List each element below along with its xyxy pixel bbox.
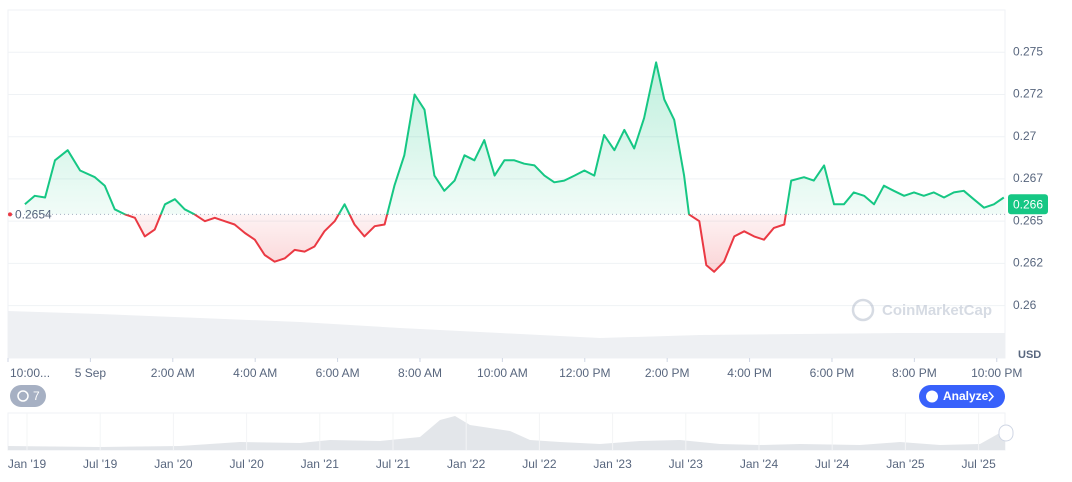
navigator-label: Jul '20 (229, 457, 264, 471)
watermark-text: CoinMarketCap (882, 302, 992, 319)
x-tick-label: 4:00 AM (233, 366, 277, 380)
navigator-label: Jul '24 (815, 457, 850, 471)
navigator-label: Jul '22 (522, 457, 557, 471)
y-unit: USD (1018, 349, 1041, 361)
navigator-label: Jul '25 (961, 457, 996, 471)
x-tick-label: 4:00 PM (727, 366, 772, 380)
navigator-handle[interactable] (998, 424, 1014, 442)
price-line (24, 61, 1005, 273)
navigator-label: Jul '19 (83, 457, 118, 471)
analyze-icon (926, 390, 938, 403)
y-tick-label: 0.27 (1013, 129, 1037, 143)
baseline-label: 0.2654 (15, 208, 52, 222)
navigator-label: Jul '21 (376, 457, 411, 471)
y-tick-label: 0.265 (1013, 213, 1043, 227)
x-tick-label: 8:00 PM (892, 366, 937, 380)
history-count: 7 (33, 389, 40, 403)
analyze-chevron (988, 391, 995, 402)
baseline-dot (8, 212, 12, 217)
x-tick-label: 12:00 PM (559, 366, 610, 380)
y-tick-label: 0.275 (1013, 44, 1043, 58)
navigator-area (8, 416, 1005, 450)
x-tick-label: 10:00 AM (477, 366, 528, 380)
y-tick-label: 0.267 (1013, 171, 1043, 185)
y-tick-label: 0.272 (1013, 87, 1043, 101)
navigator-label: Jan '19 (8, 457, 47, 471)
y-tick-label: 0.26 (1013, 298, 1037, 312)
x-tick-label: 10:00 PM (971, 366, 1022, 380)
analyze-button[interactable] (919, 385, 1005, 408)
navigator-label: Jul '23 (669, 457, 704, 471)
price-area (24, 62, 1004, 272)
history-icon (17, 390, 29, 402)
navigator-label: Jan '22 (447, 457, 486, 471)
navigator-label: Jan '24 (740, 457, 779, 471)
current-price-label: 0.266 (1013, 197, 1043, 211)
navigator-label: Jan '20 (154, 457, 193, 471)
volume-area (8, 311, 1005, 358)
navigator-label: Jan '25 (886, 457, 925, 471)
x-tick-label: 6:00 PM (810, 366, 855, 380)
current-price-badge (1008, 194, 1048, 215)
x-tick-label: 2:00 PM (645, 366, 690, 380)
navigator-label: Jan '21 (301, 457, 340, 471)
x-tick-label: 6:00 AM (316, 366, 360, 380)
navigator-label: Jan '23 (593, 457, 632, 471)
analyze-label: Analyze (943, 389, 989, 403)
x-tick-label: 10:00... (10, 366, 50, 380)
watermark: CoinMarketCap (851, 298, 992, 322)
y-tick-label: 0.262 (1013, 256, 1043, 270)
x-tick-label: 5 Sep (75, 366, 107, 380)
x-tick-label: 2:00 AM (151, 366, 195, 380)
x-tick-label: 8:00 AM (398, 366, 442, 380)
